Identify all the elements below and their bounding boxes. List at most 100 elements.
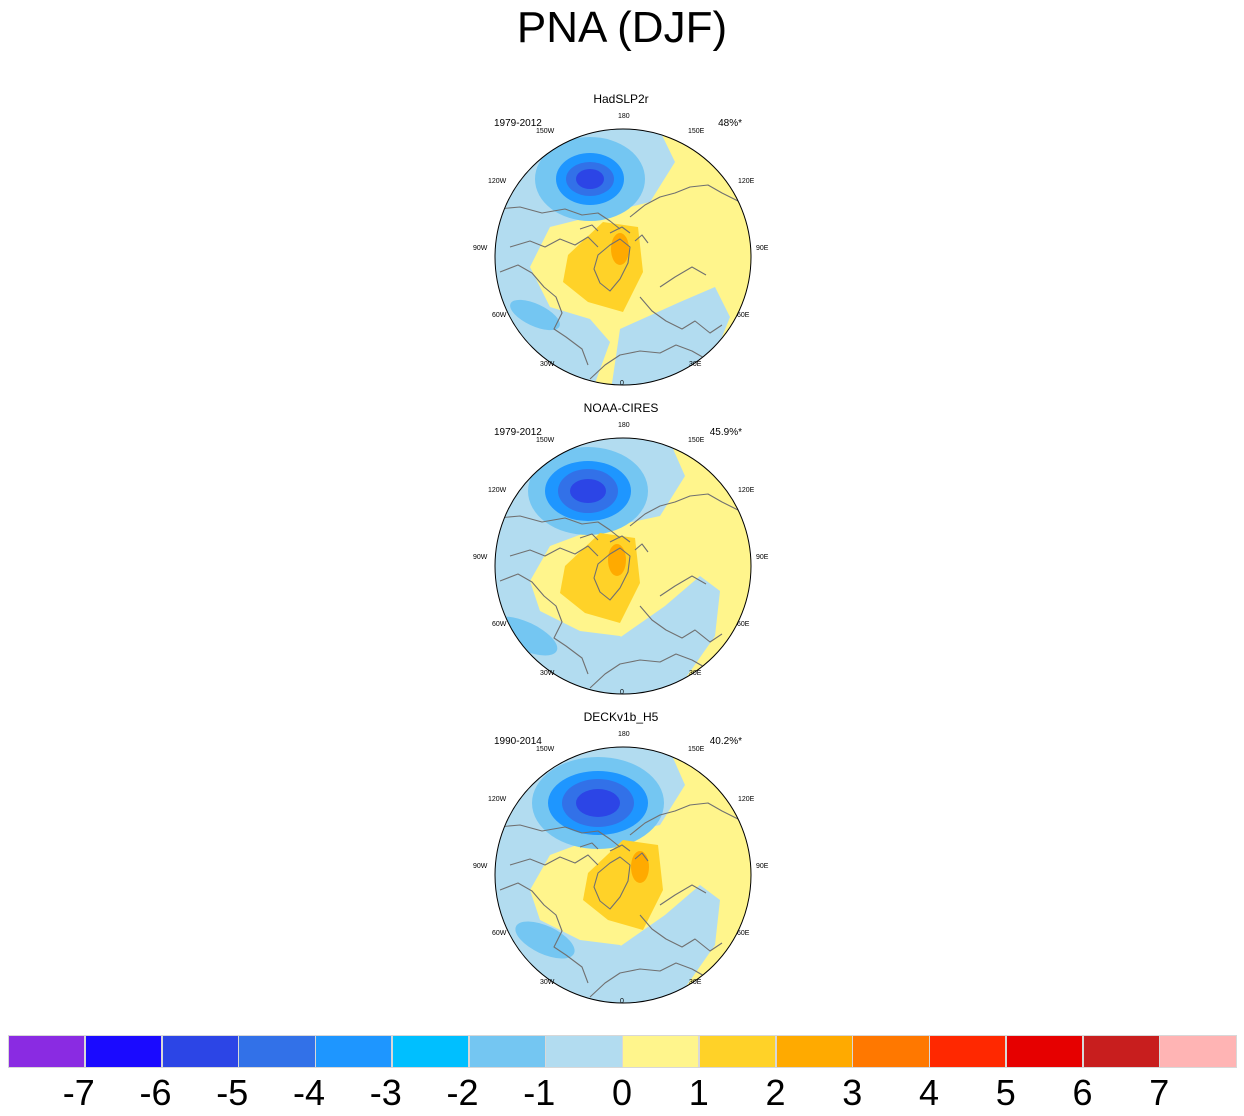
- period-label: 1979-2012: [494, 118, 542, 129]
- lon-label-30w: 30W: [540, 979, 555, 986]
- polar-map: [494, 128, 752, 386]
- lon-label-150w: 150W: [536, 128, 555, 135]
- colorbar-tick-label: 1: [688, 1072, 709, 1113]
- arctic-positive-2: [608, 544, 626, 576]
- panel-title: HadSLP2r: [593, 92, 649, 106]
- map-panel-1: HadSLP2r 1979-2012 48%*: [470, 92, 772, 389]
- lon-label-60w: 60W: [492, 930, 507, 937]
- lon-label-180: 180: [618, 731, 630, 738]
- map-boundary: [494, 128, 752, 386]
- figure-title: PNA (DJF): [516, 3, 728, 52]
- colorbar-box: [545, 1035, 623, 1068]
- lon-label-150e: 150E: [688, 437, 705, 444]
- lon-label-60w: 60W: [492, 621, 507, 628]
- lon-label-90e: 90E: [756, 245, 769, 252]
- polar-map: [494, 437, 752, 695]
- lon-label-30w: 30W: [540, 670, 555, 677]
- colorbar-tick-label: -6: [139, 1072, 172, 1113]
- variance-label: 48%*: [718, 118, 742, 129]
- period-label: 1990-2014: [494, 736, 542, 747]
- lon-label-30e: 30E: [689, 979, 702, 986]
- colorbar-box: [698, 1035, 776, 1068]
- lon-label-60w: 60W: [492, 312, 507, 319]
- lon-label-180: 180: [618, 113, 630, 120]
- colorbar-box: [315, 1035, 393, 1068]
- colorbar-tick-label: 0: [611, 1072, 633, 1113]
- lon-label-0: 0: [620, 998, 624, 1005]
- negative-anomaly-lower: [615, 885, 720, 1003]
- pacific-negative-5: [576, 169, 604, 189]
- arctic-positive-2: [611, 233, 629, 265]
- lon-label-90e: 90E: [756, 554, 769, 561]
- lon-label-180: 180: [618, 422, 630, 429]
- lon-label-60e: 60E: [737, 621, 750, 628]
- pacific-negative-5: [570, 479, 606, 503]
- north-america-coastline: [497, 206, 621, 366]
- lon-label-30e: 30E: [689, 361, 702, 368]
- north-america-coastline: [497, 515, 621, 675]
- colorbar-box: [622, 1035, 700, 1068]
- lon-label-0: 0: [620, 689, 624, 696]
- lon-label-60e: 60E: [737, 312, 750, 319]
- atlantic-negative-center: [515, 921, 575, 959]
- colorbar-box: [929, 1035, 1007, 1068]
- colorbar-tick-label: -2: [446, 1072, 479, 1113]
- lon-label-60e: 60E: [737, 930, 750, 937]
- lon-label-90w: 90W: [473, 863, 488, 870]
- map-panel-3: DECKv1b_H5 1990-2014 40.2%*: [470, 710, 772, 1007]
- colorbar-tick-label: -1: [523, 1072, 556, 1113]
- lon-label-90e: 90E: [756, 863, 769, 870]
- arctic-islands-coastline: [579, 842, 649, 862]
- lon-label-120w: 120W: [488, 487, 507, 494]
- eurasia-coastline: [629, 802, 739, 952]
- colorbar-box: [1005, 1035, 1083, 1068]
- colorbar-box: [775, 1035, 853, 1068]
- lon-label-90w: 90W: [473, 245, 488, 252]
- greenland-coastline: [593, 238, 631, 292]
- colorbar-tick-label: 6: [1072, 1072, 1093, 1113]
- period-label: 1979-2012: [494, 427, 542, 438]
- colorbar-box: [1082, 1035, 1160, 1068]
- lon-label-120w: 120W: [488, 178, 507, 185]
- colorbar-tick-label: -4: [292, 1072, 325, 1113]
- colorbar-tick-label: 3: [842, 1072, 863, 1113]
- colorbar-tick-label: 7: [1149, 1072, 1170, 1113]
- colorbar-tick-label: 4: [918, 1072, 940, 1113]
- panel-title: DECKv1b_H5: [583, 710, 659, 724]
- colorbar: [8, 1035, 1237, 1069]
- colorbar-tick-label: -3: [369, 1072, 402, 1113]
- pacific-negative-5: [576, 789, 620, 817]
- greenland-coastline: [593, 856, 631, 910]
- lon-label-150e: 150E: [688, 128, 705, 135]
- map-boundary: [494, 437, 752, 695]
- colorbar-box: [238, 1035, 316, 1068]
- eurasia-coastline: [629, 184, 739, 334]
- lon-label-150w: 150W: [536, 746, 555, 753]
- colorbar-tick-label: -7: [62, 1072, 95, 1113]
- colorbar-box: [84, 1035, 162, 1068]
- lon-label-0: 0: [620, 380, 624, 387]
- lon-label-120e: 120E: [738, 487, 755, 494]
- lon-label-120e: 120E: [738, 178, 755, 185]
- colorbar-box: [852, 1035, 930, 1068]
- colorbar-box: [468, 1035, 546, 1068]
- greenland-coastline: [593, 547, 631, 601]
- colorbar-box: [1159, 1035, 1237, 1068]
- colorbar-box: [391, 1035, 469, 1068]
- arctic-islands-coastline: [579, 224, 649, 244]
- variance-label: 40.2%*: [709, 736, 742, 747]
- panel-title: NOAA-CIRES: [583, 401, 659, 415]
- atlantic-negative-center: [510, 299, 560, 331]
- africa-coastline: [589, 653, 707, 689]
- polar-map: [494, 746, 752, 1004]
- map-panel-2: NOAA-CIRES 1979-2012 45.9%*: [470, 401, 772, 698]
- colorbar-tick-label: -5: [216, 1072, 249, 1113]
- colorbar-box: [161, 1035, 239, 1068]
- africa-coastline: [589, 344, 707, 380]
- africa-coastline: [589, 962, 707, 998]
- variance-label: 45.9%*: [709, 427, 742, 438]
- lon-label-150e: 150E: [688, 746, 705, 753]
- colorbar-tick-label: 5: [995, 1072, 1016, 1113]
- arctic-positive-2: [631, 851, 649, 883]
- lon-label-30e: 30E: [689, 670, 702, 677]
